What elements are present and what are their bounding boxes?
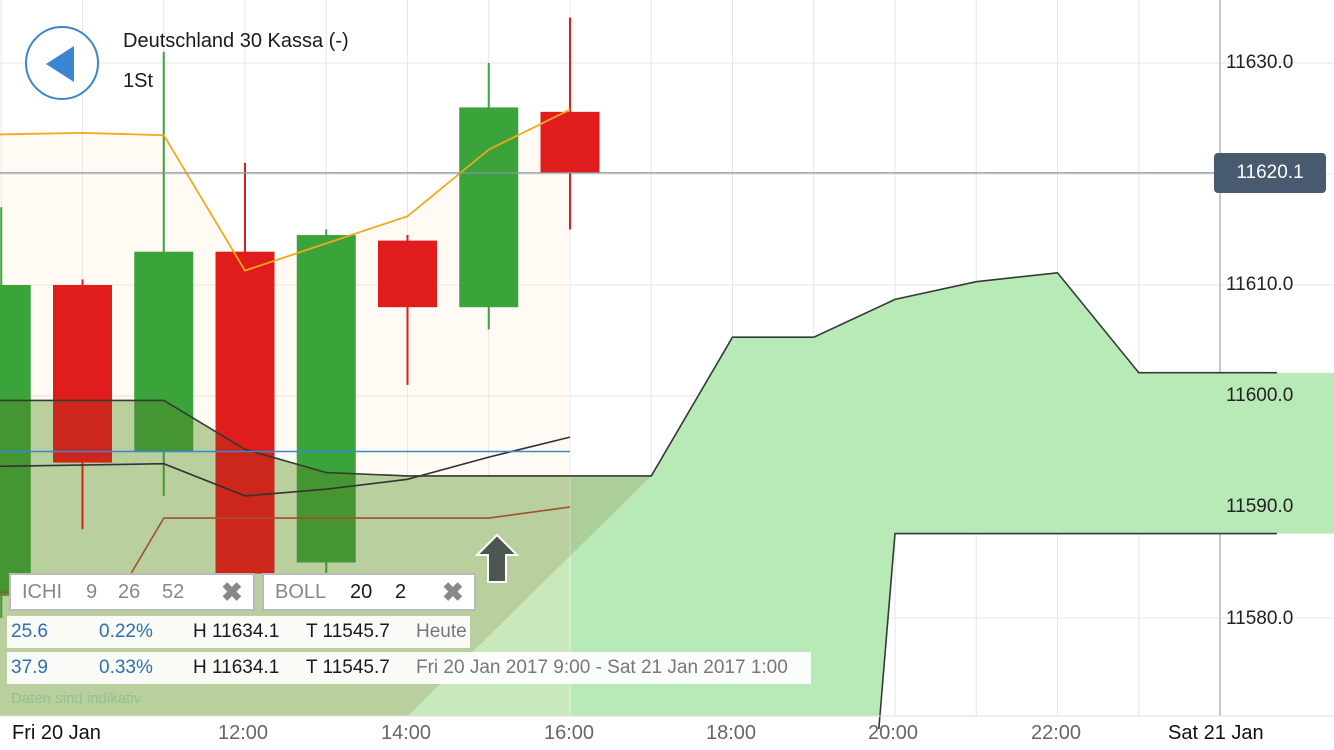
x-day-label: Sat 21 Jan bbox=[1162, 722, 1270, 745]
stats-row-today: 25.6 0.22% H 11634.1 T 11545.7 Heute bbox=[7, 616, 470, 648]
change-value: 37.9 bbox=[11, 657, 48, 678]
candle-body bbox=[459, 107, 519, 308]
ichimoku-tenkan-line bbox=[0, 271, 1277, 477]
x-day-label: Fri 20 Jan bbox=[6, 722, 107, 745]
x-time-label: 14:00 bbox=[381, 722, 432, 744]
remove-bollinger-close-icon[interactable]: ✖ bbox=[442, 577, 464, 607]
scroll-to-latest-arrow-icon[interactable] bbox=[474, 533, 520, 583]
current-price-tag: 11620.1 bbox=[1214, 153, 1326, 193]
ichimoku-span-b-line bbox=[878, 532, 1277, 730]
back-button[interactable] bbox=[25, 26, 99, 100]
disclaimer-text: Daten sind indikativ bbox=[11, 690, 142, 707]
stats-row-period: 37.9 0.33% H 11634.1 T 11545.7 Fri 20 Ja… bbox=[7, 652, 811, 684]
range-label: Heute bbox=[416, 621, 467, 642]
candle-body bbox=[53, 285, 112, 463]
ichimoku-name: ICHI bbox=[22, 581, 62, 603]
candle-body bbox=[215, 251, 275, 574]
x-time-label: 18:00 bbox=[706, 722, 757, 744]
ichimoku-param: 26 bbox=[118, 581, 141, 603]
y-tick-label: 11600.0 bbox=[1226, 385, 1294, 406]
range-label: Fri 20 Jan 2017 9:00 - Sat 21 Jan 2017 1… bbox=[416, 657, 788, 678]
y-tick-label: 11580.0 bbox=[1226, 608, 1294, 629]
bollinger-indicator-chip[interactable]: BOLL 20 2 ✖ bbox=[262, 573, 476, 611]
instrument-title: Deutschland 30 Kassa (-) bbox=[123, 30, 349, 52]
candle-body bbox=[0, 285, 31, 596]
x-time-label: 12:00 bbox=[218, 722, 269, 744]
x-time-label: 20:00 bbox=[868, 722, 919, 744]
candle-body bbox=[296, 235, 356, 563]
bollinger-name: BOLL bbox=[275, 581, 327, 603]
y-tick-label: 11630.0 bbox=[1226, 52, 1294, 73]
high-value: H 11634.1 bbox=[193, 657, 280, 678]
back-arrow-icon bbox=[46, 46, 74, 82]
low-value: T 11545.7 bbox=[306, 657, 390, 678]
low-value: T 11545.7 bbox=[306, 621, 390, 642]
change-value: 25.6 bbox=[11, 621, 48, 642]
candle-body bbox=[134, 251, 194, 452]
remove-ichimoku-close-icon[interactable]: ✖ bbox=[221, 577, 243, 607]
change-percent: 0.22% bbox=[99, 621, 153, 642]
change-percent: 0.33% bbox=[99, 657, 153, 678]
candle-body bbox=[540, 111, 600, 173]
bollinger-upper-line bbox=[0, 108, 571, 272]
ichimoku-indicator-chip[interactable]: ICHI 9 26 52 ✖ bbox=[9, 573, 255, 611]
candle-body bbox=[378, 240, 437, 308]
ichimoku-param: 9 bbox=[86, 581, 98, 603]
bollinger-param: 20 bbox=[350, 581, 373, 603]
y-tick-label: 11610.0 bbox=[1226, 274, 1294, 295]
y-tick-label: 11590.0 bbox=[1226, 496, 1294, 517]
ichimoku-param: 52 bbox=[162, 581, 185, 603]
x-time-label: 16:00 bbox=[544, 722, 595, 744]
bollinger-param: 2 bbox=[395, 581, 407, 603]
ichimoku-kijun-line bbox=[0, 436, 571, 497]
high-value: H 11634.1 bbox=[193, 621, 280, 642]
x-time-label: 22:00 bbox=[1031, 722, 1082, 744]
interval-label[interactable]: 1St bbox=[123, 70, 154, 92]
